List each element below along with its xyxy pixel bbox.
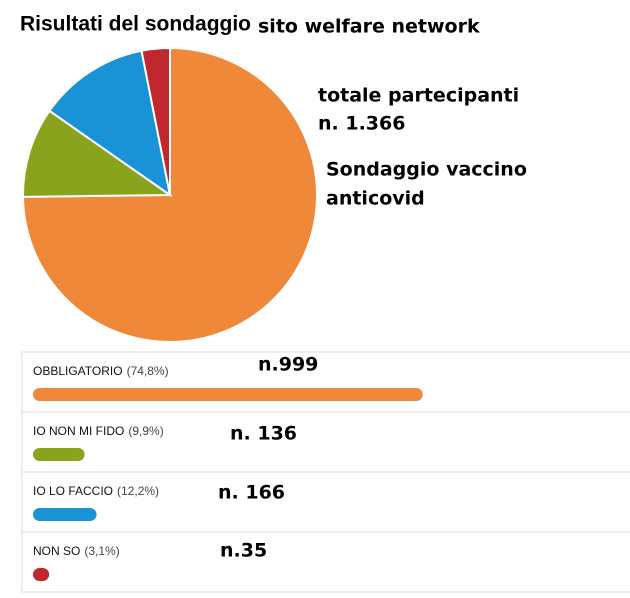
- bar: [33, 448, 85, 461]
- option-percent: (74,8%): [127, 364, 169, 378]
- pie-slice: [140, 46, 171, 196]
- bar: [33, 388, 423, 401]
- option-percent: (12,2%): [117, 484, 159, 498]
- annotation: anticovid: [326, 188, 425, 210]
- option-label: OBBLIGATORIO (74,8%): [33, 364, 169, 378]
- bar: [33, 508, 97, 521]
- option-name: OBBLIGATORIO: [33, 364, 123, 378]
- chart-title: Risultati del sondaggio: [20, 13, 251, 36]
- annotation: Sondaggio vaccino: [326, 159, 527, 181]
- option-name: IO LO FACCIO: [33, 484, 113, 498]
- option-name: NON SO: [33, 544, 80, 558]
- bar: [33, 568, 50, 581]
- annotation: totale partecipanti: [318, 85, 519, 107]
- count-label: n.35: [220, 540, 267, 562]
- option-label: IO LO FACCIO (12,2%): [33, 484, 159, 498]
- option-label: NON SO (3,1%): [33, 544, 120, 558]
- annotation: n. 1.366: [318, 113, 405, 135]
- option-percent: (3,1%): [84, 544, 119, 558]
- option-percent: (9,9%): [128, 424, 163, 438]
- count-label: n. 136: [230, 423, 297, 445]
- count-label: n. 166: [218, 482, 285, 504]
- count-label: n.999: [258, 354, 318, 376]
- chart-subtitle: sito welfare network: [258, 16, 480, 38]
- pie-slice: [48, 49, 172, 198]
- option-name: IO NON MI FIDO: [33, 424, 124, 438]
- option-label: IO NON MI FIDO (9,9%): [33, 424, 164, 438]
- pie-slice: [22, 109, 174, 198]
